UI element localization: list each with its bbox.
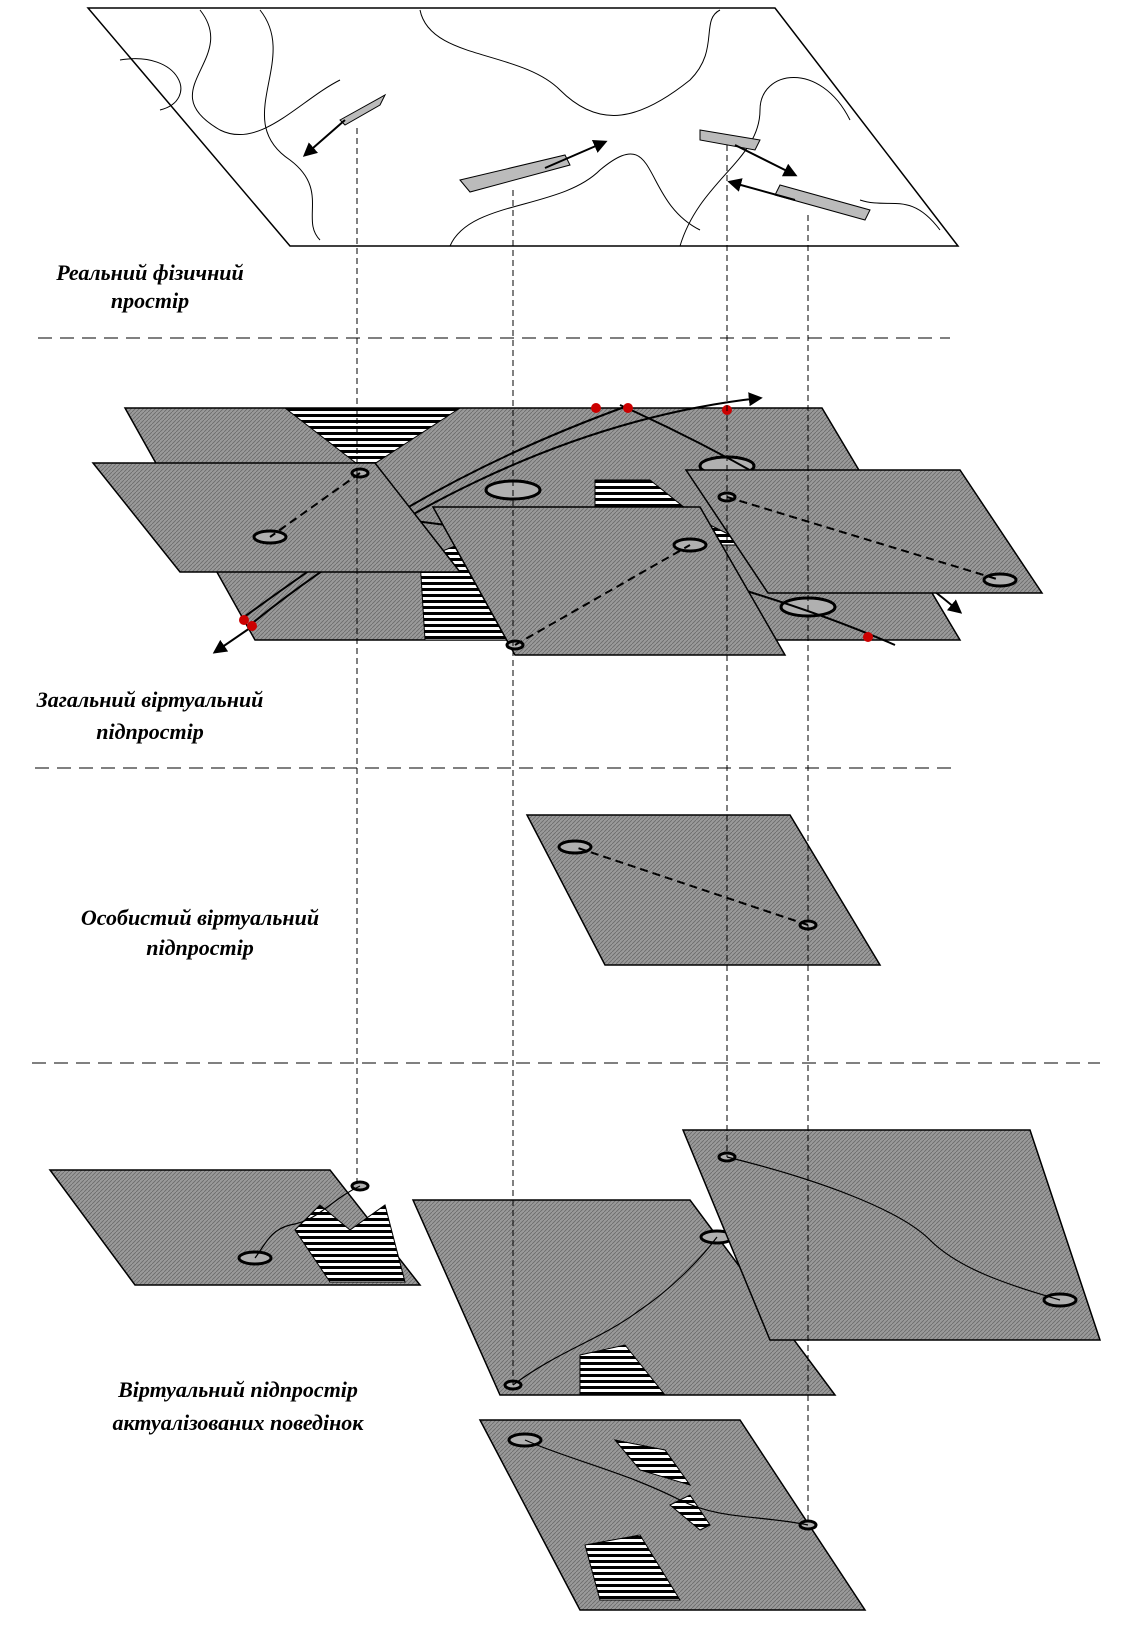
physical-plane bbox=[88, 8, 958, 246]
layer-label: підпростір bbox=[146, 935, 254, 960]
layer-label: Особистий віртуальний bbox=[81, 905, 319, 930]
layer-label: Загальний віртуальний bbox=[36, 687, 264, 712]
layer-label: актуалізованих поведінок bbox=[113, 1410, 365, 1435]
behavior-planes bbox=[50, 1130, 1100, 1610]
personal-planes bbox=[93, 463, 1042, 965]
layer-label: Реальний фізичний bbox=[55, 260, 244, 285]
layer-label: Віртуальний підпростір bbox=[117, 1377, 358, 1402]
layer-label: підпростір bbox=[96, 719, 204, 744]
diagram: Реальний фізичний простір Загальний вірт… bbox=[0, 0, 1142, 1626]
layer-label: простір bbox=[111, 288, 189, 313]
